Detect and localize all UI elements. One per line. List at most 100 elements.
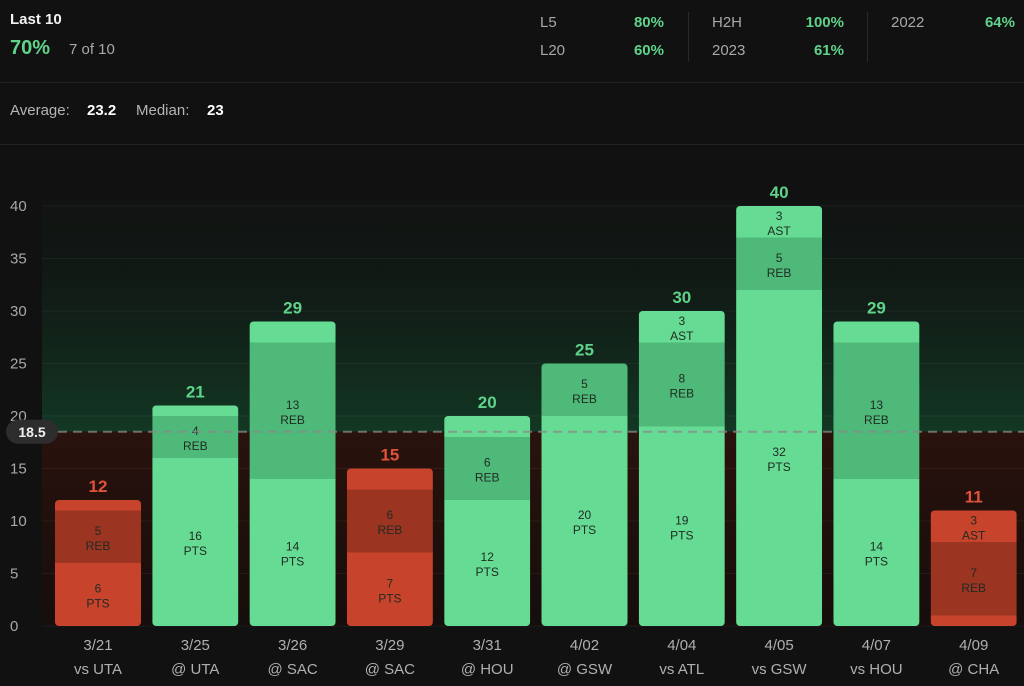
bar-segment-reb	[55, 510, 141, 563]
segment-value-label: 16	[189, 529, 203, 543]
segment-name-label: REB	[280, 413, 305, 427]
y-tick-label: 40	[10, 198, 27, 215]
segment-value-label: 13	[286, 398, 300, 412]
segment-value-label: 7	[970, 566, 977, 580]
bar-total-label: 29	[867, 299, 886, 318]
segment-name-label: PTS	[86, 597, 109, 611]
x-tick-date: 3/31	[473, 637, 502, 654]
stat-value-l5: 80%	[633, 14, 664, 31]
segment-value-label: 6	[387, 508, 394, 522]
stat-label-h2h: H2H	[712, 14, 743, 31]
bar-segment-ast	[152, 405, 239, 416]
hit-rate: 70%	[10, 37, 51, 59]
bar-segment-ast	[346, 468, 433, 490]
stat-label-l20: L20	[540, 42, 566, 59]
bar-segment-reb	[930, 542, 1017, 616]
bar-segment-pts	[152, 458, 239, 626]
segment-name-label: REB	[669, 387, 694, 401]
segment-value-label: 3	[970, 513, 977, 527]
bar-segment-pts	[55, 563, 141, 626]
x-tick-opponent: @ SAC	[267, 661, 317, 678]
segment-name-label: AST	[767, 224, 791, 238]
y-tick-label: 0	[10, 618, 18, 635]
x-tick-date: 3/25	[181, 637, 210, 654]
x-tick-date: 4/04	[667, 637, 696, 654]
x-tick-opponent: @ SAC	[365, 661, 415, 678]
x-tick-opponent: @ GSW	[557, 661, 613, 678]
bar-segment-ast	[249, 321, 336, 343]
segment-value-label: 13	[870, 398, 884, 412]
divider	[867, 12, 868, 62]
segment-name-label: REB	[961, 581, 986, 595]
average-value: 23.2	[87, 102, 117, 119]
divider	[688, 12, 689, 62]
segment-name-label: PTS	[865, 555, 888, 569]
segment-name-label: PTS	[573, 523, 596, 537]
stat-label-l5: L5	[540, 14, 557, 31]
segment-name-label: PTS	[378, 591, 401, 605]
bar-segment-ast	[833, 321, 920, 343]
bar-total-label: 40	[770, 183, 789, 202]
median-value: 23	[207, 102, 224, 119]
stat-value-h2h: 100%	[805, 14, 844, 31]
segment-value-label: 3	[776, 209, 783, 223]
x-tick-date: 4/09	[959, 637, 988, 654]
segment-name-label: REB	[864, 413, 889, 427]
bar-segment-ast	[444, 416, 531, 437]
x-tick-opponent: @ CHA	[948, 661, 999, 678]
x-tick-opponent: @ HOU	[461, 661, 514, 678]
bar-segment-pts	[930, 615, 1017, 626]
segment-name-label: REB	[86, 539, 111, 553]
bar-segment-reb	[541, 363, 628, 416]
segment-name-label: PTS	[670, 528, 693, 542]
bar-segment-reb	[638, 342, 725, 427]
bar-segment-reb	[249, 342, 336, 479]
bar-total-label: 25	[575, 341, 594, 360]
summary-row: Average: 23.2 Median: 23	[0, 82, 1024, 145]
segment-name-label: PTS	[281, 555, 304, 569]
segment-name-label: PTS	[767, 460, 790, 474]
bar-segment-pts	[833, 479, 920, 626]
bar-total-label: 20	[478, 393, 497, 412]
bar-segment-pts	[736, 290, 823, 626]
median-label: Median:	[136, 102, 190, 119]
segment-name-label: REB	[572, 392, 597, 406]
segment-value-label: 6	[95, 582, 102, 596]
segment-value-label: 14	[286, 540, 300, 554]
y-tick-label: 30	[10, 303, 27, 320]
bar-segment-pts	[638, 426, 725, 626]
y-tick-label: 15	[10, 461, 27, 478]
x-tick-opponent: vs GSW	[752, 661, 808, 678]
segment-value-label: 32	[772, 445, 786, 459]
bar-segment-ast	[55, 500, 141, 511]
bar-segment-pts	[249, 479, 336, 626]
segment-value-label: 20	[578, 508, 592, 522]
bar-segment-reb	[346, 489, 433, 553]
bar-total-label: 30	[672, 288, 691, 307]
segment-value-label: 5	[95, 524, 102, 538]
bar-segment-reb	[444, 437, 531, 500]
x-tick-opponent: vs ATL	[659, 661, 704, 678]
stat-label-2022: 2022	[891, 14, 925, 31]
x-tick-date: 3/21	[83, 637, 112, 654]
segment-value-label: 3	[678, 314, 685, 328]
stat-value-2023: 61%	[813, 42, 844, 59]
hit-count: 7 of 10	[69, 41, 115, 58]
segment-name-label: REB	[183, 439, 208, 453]
bar-segment-reb	[152, 416, 239, 458]
bar-total-label: 12	[89, 477, 108, 496]
header-panel: Last 10 70% 7 of 10 L5 80% L20 60% H2H 1…	[0, 0, 1024, 83]
bar-segment-reb	[736, 237, 823, 290]
segment-name-label: PTS	[184, 544, 207, 558]
segment-name-label: PTS	[476, 565, 499, 579]
bar-segment-ast	[638, 311, 725, 343]
y-tick-label: 25	[10, 356, 27, 373]
bar-group: 16PTS4REB21	[152, 383, 239, 626]
bar-segment-pts	[541, 416, 628, 626]
segment-value-label: 8	[678, 372, 685, 386]
